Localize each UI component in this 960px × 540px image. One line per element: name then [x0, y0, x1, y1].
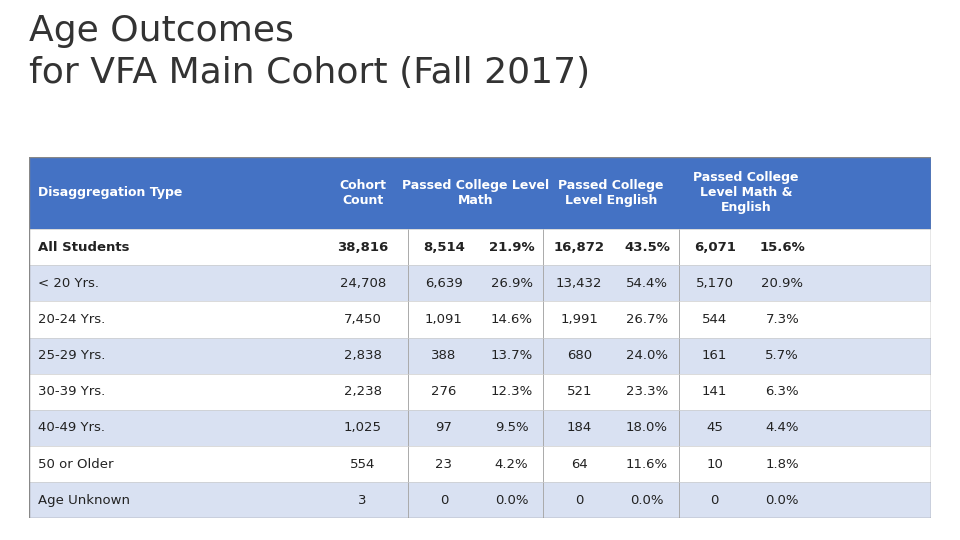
Text: 30-39 Yrs.: 30-39 Yrs. [37, 385, 105, 399]
Text: 97: 97 [436, 421, 452, 435]
Text: 11.6%: 11.6% [626, 457, 668, 471]
Text: 161: 161 [702, 349, 728, 362]
Text: 276: 276 [431, 385, 457, 399]
Text: 184: 184 [566, 421, 592, 435]
Text: 25-29 Yrs.: 25-29 Yrs. [37, 349, 106, 362]
Text: 15.6%: 15.6% [759, 240, 805, 254]
Text: 14.6%: 14.6% [491, 313, 533, 326]
Text: 0: 0 [575, 494, 584, 507]
FancyBboxPatch shape [29, 265, 931, 301]
Text: 388: 388 [431, 349, 457, 362]
Text: 2,838: 2,838 [344, 349, 382, 362]
Text: 16,872: 16,872 [554, 240, 605, 254]
Text: Passed College
Level English: Passed College Level English [558, 179, 663, 207]
Text: 54.4%: 54.4% [626, 276, 668, 290]
Text: 12.3%: 12.3% [491, 385, 533, 399]
FancyBboxPatch shape [29, 482, 931, 518]
FancyBboxPatch shape [29, 229, 931, 265]
Text: 13,432: 13,432 [556, 276, 603, 290]
Text: 521: 521 [566, 385, 592, 399]
Text: 20.9%: 20.9% [761, 276, 804, 290]
Text: 3: 3 [358, 494, 367, 507]
Text: 0.0%: 0.0% [630, 494, 663, 507]
Text: 5,170: 5,170 [696, 276, 733, 290]
Text: 21.9%: 21.9% [489, 240, 535, 254]
Text: Disaggregation Type: Disaggregation Type [37, 186, 182, 199]
Text: 10: 10 [707, 457, 723, 471]
Text: 6,071: 6,071 [694, 240, 735, 254]
FancyBboxPatch shape [29, 374, 931, 410]
FancyBboxPatch shape [29, 446, 931, 482]
Text: 1,991: 1,991 [561, 313, 598, 326]
Text: 0: 0 [710, 494, 719, 507]
Text: 23: 23 [436, 457, 452, 471]
Text: 45: 45 [707, 421, 723, 435]
FancyBboxPatch shape [29, 301, 931, 338]
Text: 20-24 Yrs.: 20-24 Yrs. [37, 313, 105, 326]
Text: 24.0%: 24.0% [626, 349, 668, 362]
Text: 24,708: 24,708 [340, 276, 386, 290]
Text: 26.7%: 26.7% [626, 313, 668, 326]
Text: 13.7%: 13.7% [491, 349, 533, 362]
Text: 5.7%: 5.7% [765, 349, 799, 362]
Text: 0.0%: 0.0% [494, 494, 528, 507]
Text: Age Unknown: Age Unknown [37, 494, 130, 507]
Text: 6.3%: 6.3% [765, 385, 799, 399]
Text: 4.4%: 4.4% [765, 421, 799, 435]
Text: 8,514: 8,514 [423, 240, 465, 254]
Text: 0.0%: 0.0% [765, 494, 799, 507]
Text: 141: 141 [702, 385, 728, 399]
Text: 7,450: 7,450 [344, 313, 382, 326]
Text: All Students: All Students [37, 240, 130, 254]
Text: 7.3%: 7.3% [765, 313, 799, 326]
Text: 1,025: 1,025 [344, 421, 382, 435]
Text: 50 or Older: 50 or Older [37, 457, 113, 471]
Text: 43.5%: 43.5% [624, 240, 670, 254]
Text: 38,816: 38,816 [337, 240, 388, 254]
Text: 9.5%: 9.5% [494, 421, 528, 435]
Text: 544: 544 [702, 313, 728, 326]
Text: 1,091: 1,091 [425, 313, 463, 326]
Text: 1.8%: 1.8% [765, 457, 799, 471]
Text: 6,639: 6,639 [425, 276, 463, 290]
Text: 2,238: 2,238 [344, 385, 382, 399]
Text: 680: 680 [566, 349, 591, 362]
Text: Passed College
Level Math &
English: Passed College Level Math & English [693, 171, 799, 214]
FancyBboxPatch shape [29, 338, 931, 374]
Text: 40-49 Yrs.: 40-49 Yrs. [37, 421, 105, 435]
Text: Cohort
Count: Cohort Count [339, 179, 386, 207]
Text: 4.2%: 4.2% [494, 457, 528, 471]
Text: 0: 0 [440, 494, 448, 507]
Text: 18.0%: 18.0% [626, 421, 668, 435]
FancyBboxPatch shape [29, 157, 931, 229]
FancyBboxPatch shape [29, 410, 931, 446]
Text: Age Outcomes
for VFA Main Cohort (Fall 2017): Age Outcomes for VFA Main Cohort (Fall 2… [29, 14, 590, 90]
Text: 26.9%: 26.9% [491, 276, 533, 290]
Text: 23.3%: 23.3% [626, 385, 668, 399]
Text: < 20 Yrs.: < 20 Yrs. [37, 276, 99, 290]
Text: 554: 554 [350, 457, 375, 471]
Text: 64: 64 [571, 457, 588, 471]
Text: Passed College Level
Math: Passed College Level Math [402, 179, 549, 207]
